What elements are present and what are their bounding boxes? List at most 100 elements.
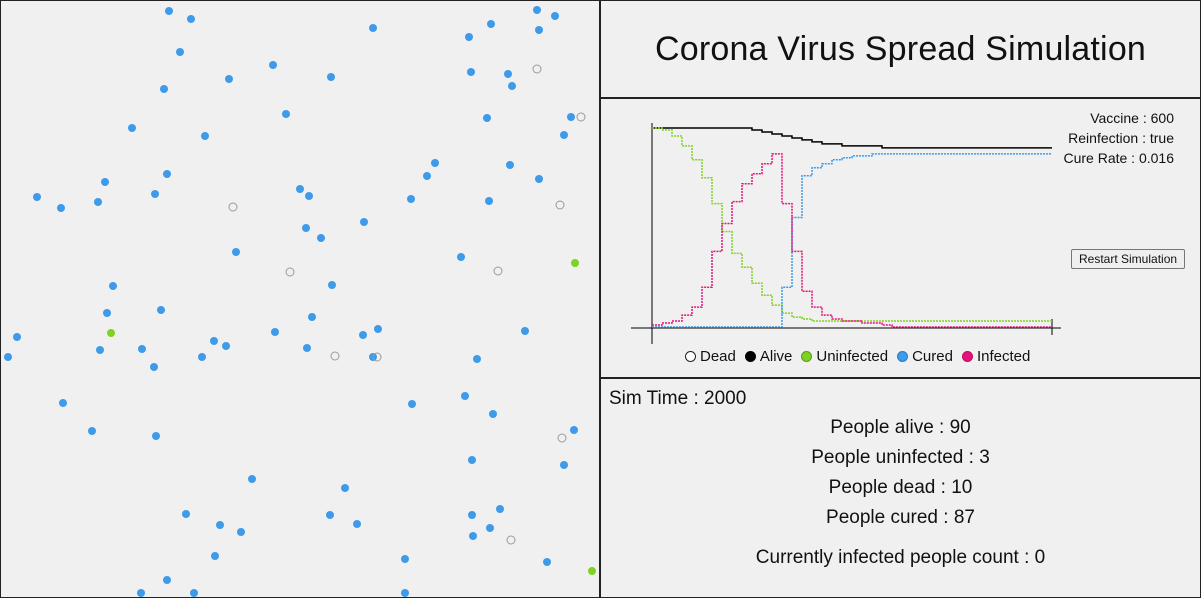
- person-dead-dot: [285, 267, 295, 277]
- legend-item-alive: Alive: [744, 348, 792, 365]
- person-cured-dot: [198, 353, 206, 361]
- person-cured-dot: [327, 73, 335, 81]
- person-cured-dot: [271, 328, 279, 336]
- person-cured-dot: [401, 555, 409, 563]
- person-dead-dot: [576, 112, 586, 122]
- person-cured-dot: [485, 197, 493, 205]
- person-cured-dot: [423, 172, 431, 180]
- person-cured-dot: [506, 161, 514, 169]
- people-uninfected: People uninfected : 3: [811, 447, 990, 468]
- person-cured-dot: [487, 20, 495, 28]
- series-line-infected: [652, 153, 1052, 328]
- series-line-uninfected: [652, 127, 1052, 322]
- person-cured-dot: [138, 345, 146, 353]
- person-cured-dot: [296, 185, 304, 193]
- person-cured-dot: [308, 313, 316, 321]
- person-cured-dot: [57, 204, 65, 212]
- chart-legend: Dead Alive Uninfected Cured Infected: [685, 348, 1039, 365]
- person-uninfected-dot: [107, 329, 115, 337]
- person-cured-dot: [408, 400, 416, 408]
- sim-time: Sim Time : 2000: [609, 388, 747, 409]
- person-uninfected-dot: [588, 567, 596, 575]
- population-plot: [4, 6, 596, 597]
- person-uninfected-dot: [571, 259, 579, 267]
- person-cured-dot: [489, 410, 497, 418]
- chart-panel: Vaccine : 600 Reinfection : true Cure Ra…: [601, 99, 1200, 379]
- person-cured-dot: [461, 392, 469, 400]
- simulation-parameters: Vaccine : 600 Reinfection : true Cure Ra…: [1063, 108, 1174, 168]
- restart-simulation-button[interactable]: Restart Simulation: [1071, 249, 1186, 269]
- series-line-cured: [652, 153, 1052, 328]
- person-cured-dot: [157, 306, 165, 314]
- person-cured-dot: [457, 253, 465, 261]
- person-cured-dot: [163, 170, 171, 178]
- person-cured-dot: [101, 178, 109, 186]
- simulation-canvas[interactable]: [1, 1, 601, 597]
- person-cured-dot: [360, 218, 368, 226]
- person-cured-dot: [496, 505, 504, 513]
- legend-swatch-icon: [801, 351, 813, 362]
- person-cured-dot: [222, 342, 230, 350]
- person-cured-dot: [467, 68, 475, 76]
- person-cured-dot: [225, 75, 233, 83]
- page-title: Corona Virus Spread Simulation: [654, 29, 1147, 68]
- person-cured-dot: [182, 510, 190, 518]
- person-cured-dot: [163, 576, 171, 584]
- person-cured-dot: [201, 132, 209, 140]
- person-dead-dot: [555, 200, 565, 210]
- person-cured-dot: [190, 589, 198, 597]
- people-alive: People alive : 90: [830, 417, 971, 438]
- person-cured-dot: [248, 475, 256, 483]
- person-cured-dot: [96, 346, 104, 354]
- person-dead-dot: [506, 535, 516, 545]
- legend-label: Cured: [912, 348, 953, 365]
- population-chart: [631, 123, 1061, 344]
- person-cured-dot: [486, 524, 494, 532]
- person-cured-dot: [508, 82, 516, 90]
- person-cured-dot: [560, 131, 568, 139]
- person-cured-dot: [150, 363, 158, 371]
- person-cured-dot: [187, 15, 195, 23]
- legend-item-infected: Infected: [961, 348, 1030, 365]
- legend-item-uninfected: Uninfected: [801, 348, 888, 365]
- legend-item-cured: Cured: [897, 348, 953, 365]
- person-cured-dot: [431, 159, 439, 167]
- person-cured-dot: [473, 355, 481, 363]
- person-cured-dot: [269, 61, 277, 69]
- person-cured-dot: [151, 190, 159, 198]
- person-cured-dot: [94, 198, 102, 206]
- title-panel: Corona Virus Spread Simulation: [601, 1, 1200, 99]
- person-cured-dot: [560, 461, 568, 469]
- person-cured-dot: [317, 234, 325, 242]
- person-cured-dot: [533, 6, 541, 14]
- person-cured-dot: [326, 511, 334, 519]
- person-cured-dot: [359, 331, 367, 339]
- series-line-alive: [652, 127, 1052, 149]
- person-cured-dot: [521, 327, 529, 335]
- person-dead-dot: [493, 266, 503, 276]
- person-cured-dot: [504, 70, 512, 78]
- people-cured: People cured : 87: [826, 507, 975, 528]
- person-cured-dot: [543, 558, 551, 566]
- person-cured-dot: [401, 589, 409, 597]
- person-cured-dot: [160, 85, 168, 93]
- vaccine-param: Vaccine : 600: [1090, 110, 1174, 126]
- person-cured-dot: [103, 309, 111, 317]
- person-cured-dot: [305, 192, 313, 200]
- legend-label: Dead: [700, 348, 736, 365]
- person-dead-dot: [330, 351, 340, 361]
- legend-swatch-icon: [897, 351, 909, 362]
- person-cured-dot: [128, 124, 136, 132]
- person-cured-dot: [33, 193, 41, 201]
- people-dead: People dead : 10: [828, 477, 973, 498]
- person-cured-dot: [570, 426, 578, 434]
- person-cured-dot: [302, 224, 310, 232]
- person-cured-dot: [407, 195, 415, 203]
- person-cured-dot: [468, 511, 476, 519]
- person-dead-dot: [557, 433, 567, 443]
- legend-swatch-icon: [685, 351, 696, 362]
- person-cured-dot: [165, 7, 173, 15]
- legend-swatch-icon: [961, 351, 973, 362]
- legend-label: Uninfected: [816, 348, 889, 365]
